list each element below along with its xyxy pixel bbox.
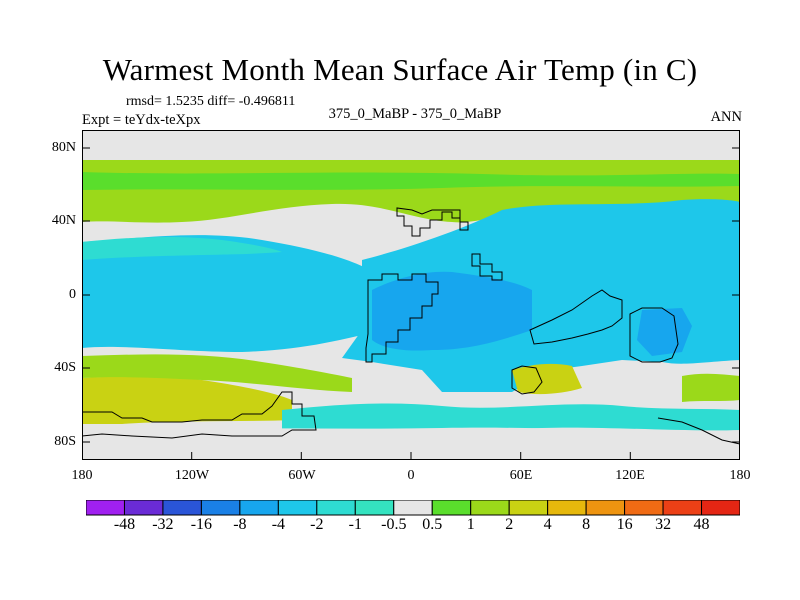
experiment-label: Expt = teYdx-teXpx: [82, 112, 201, 128]
colorbar-swatch: [200, 500, 241, 516]
x-tick-60w: 60W: [288, 468, 316, 483]
y-tick-80s: 80S: [54, 434, 76, 449]
comparison-label: 375_0_MaBP - 375_0_MaBP: [328, 106, 502, 122]
y-tick-80n: 80N: [51, 140, 76, 155]
x-tick-120w: 120W: [174, 468, 210, 483]
colorbar-swatch: [316, 500, 356, 516]
continent-outline-east: [529, 289, 623, 345]
colorbar-swatch: [277, 500, 318, 516]
colorbar-swatch: [547, 500, 587, 516]
stats-label: rmsd= 1.5235 diff= -0.496811: [126, 94, 296, 109]
colorbar-label: -2: [310, 516, 324, 533]
field-tropical-aqua: [82, 236, 282, 260]
colorbar-label: -16: [190, 516, 213, 533]
colorbar-label: -32: [152, 516, 174, 533]
field-tropical-cyan: [82, 235, 382, 352]
y-tick-40s: 40S: [54, 360, 76, 375]
field-central-blue: [372, 271, 532, 351]
colorbar-label: -48: [113, 516, 136, 533]
period-label: ANN: [710, 109, 742, 125]
continent-outline-south-east: [511, 365, 543, 395]
colorbar-swatch: [624, 500, 664, 516]
colorbar-swatch: [470, 500, 510, 516]
x-tick-0: 0: [407, 468, 415, 483]
colorbar-label: -1: [348, 516, 362, 533]
colorbar-label: -0.5: [381, 516, 407, 533]
field-north-stripe: [82, 172, 740, 190]
colorbar-swatch: [585, 500, 626, 516]
x-tick-60e: 60E: [509, 468, 533, 483]
field-south-green: [82, 354, 352, 392]
colorbar-label: 1: [466, 516, 475, 533]
continent-outline-central: [365, 273, 439, 363]
y-tick-40n: 40N: [51, 213, 76, 228]
colorbar-label: 48: [693, 516, 710, 533]
continent-outline-far-east: [629, 307, 679, 363]
field-east-green: [682, 373, 740, 402]
colorbar-swatch: [86, 500, 125, 516]
continent-outline-south-west: [81, 391, 317, 439]
continent-outline-small-north: [471, 253, 503, 281]
continent-outline-southern-east: [657, 417, 741, 445]
colorbar-swatch: [393, 500, 433, 516]
colorbar-label: -4: [271, 516, 286, 533]
continent-outline-north: [396, 207, 469, 237]
colorbar-label: -8: [233, 516, 247, 533]
map-panel: [81, 130, 741, 465]
colorbar-swatch: [662, 500, 703, 516]
colorbar-label: 4: [543, 516, 552, 533]
colorbar: [86, 500, 740, 516]
colorbar-swatch: [123, 500, 164, 516]
colorbar-label: 8: [582, 516, 591, 533]
field-southeast-yellow: [512, 363, 582, 395]
colorbar-label: 2: [505, 516, 514, 533]
field-south-cyan: [282, 403, 740, 435]
colorbar-label: 32: [655, 516, 672, 533]
colorbar-swatch: [508, 500, 549, 516]
colorbar-swatch: [162, 500, 202, 516]
map-svg: [81, 130, 741, 460]
field-south-yellow: [82, 376, 292, 424]
x-tick-180w: 180: [71, 468, 93, 483]
colorbar-swatch: [701, 500, 740, 516]
colorbar-swatch: [431, 500, 472, 516]
page-title: Warmest Month Mean Surface Air Temp (in …: [102, 52, 698, 87]
colorbar-label: 16: [616, 516, 633, 533]
colorbar-swatch: [354, 500, 395, 516]
colorbar-label: 0.5: [422, 516, 443, 533]
x-tick-180e: 180: [729, 468, 751, 483]
x-tick-120e: 120E: [615, 468, 645, 483]
y-tick-0: 0: [69, 287, 76, 302]
colorbar-swatch: [239, 500, 279, 516]
axis-ticks: [82, 147, 740, 460]
